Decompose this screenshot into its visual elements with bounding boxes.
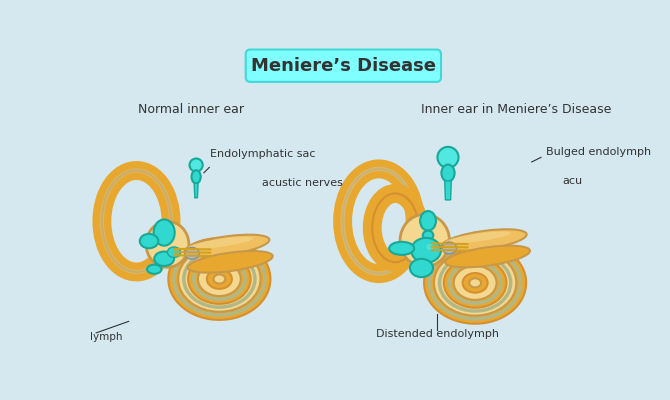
Polygon shape [194,183,198,198]
Ellipse shape [400,214,450,267]
Text: lymph: lymph [90,332,123,342]
Ellipse shape [188,251,273,273]
Ellipse shape [192,170,201,183]
Ellipse shape [207,269,232,289]
Polygon shape [445,181,452,200]
Ellipse shape [168,247,181,258]
Ellipse shape [184,235,269,256]
Ellipse shape [444,258,507,308]
Ellipse shape [420,211,436,231]
Ellipse shape [178,246,261,312]
Ellipse shape [188,237,253,249]
Circle shape [190,158,203,172]
Text: Endolymphatic sac: Endolymphatic sac [210,149,316,159]
Ellipse shape [153,220,175,246]
Ellipse shape [147,265,161,274]
Ellipse shape [442,229,527,251]
Text: acustic nerves: acustic nerves [262,178,343,188]
Ellipse shape [410,259,433,277]
Ellipse shape [469,278,481,288]
Text: Meniere’s Disease: Meniere’s Disease [251,58,436,76]
Ellipse shape [214,274,225,284]
Ellipse shape [442,164,454,182]
Ellipse shape [424,242,526,324]
Text: acu: acu [563,176,583,186]
Text: Distended endolymph: Distended endolymph [376,330,498,340]
Ellipse shape [462,273,488,293]
Ellipse shape [146,222,189,267]
FancyBboxPatch shape [246,50,441,82]
Ellipse shape [198,262,241,296]
Ellipse shape [185,248,199,259]
Text: Inner ear in Meniere’s Disease: Inner ear in Meniere’s Disease [421,104,611,116]
Ellipse shape [168,238,271,320]
Circle shape [438,147,458,168]
Ellipse shape [423,231,433,240]
Ellipse shape [140,234,158,248]
Ellipse shape [389,242,414,255]
Text: Normal inner ear: Normal inner ear [138,104,244,116]
Ellipse shape [442,242,456,254]
Text: Bulged endolymph: Bulged endolymph [545,147,651,157]
Ellipse shape [454,266,496,300]
Ellipse shape [411,238,441,263]
Ellipse shape [445,246,530,267]
Ellipse shape [445,232,511,244]
Ellipse shape [154,252,174,266]
Ellipse shape [434,250,517,316]
Ellipse shape [188,254,251,304]
Ellipse shape [426,244,434,250]
